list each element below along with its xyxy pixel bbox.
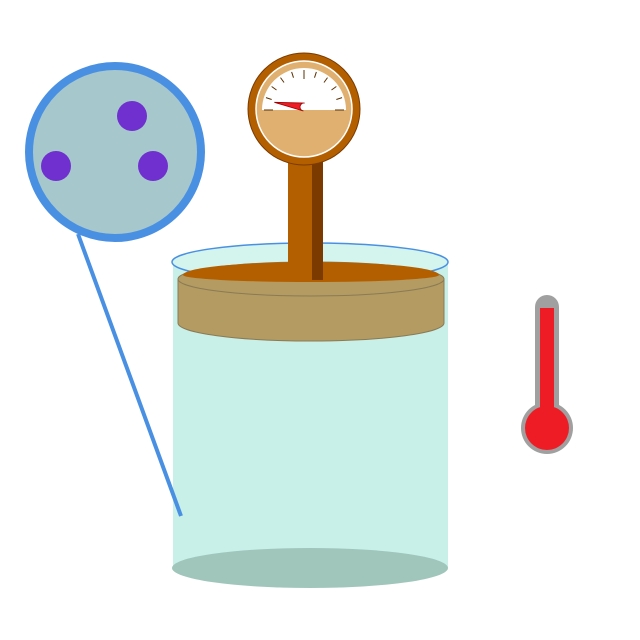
gauge-tick [323,77,328,83]
thermometer-bulb [525,406,569,450]
gauge-tick [331,86,337,91]
gas-particle [117,101,147,131]
piston-side [177,278,445,342]
pressure-gauge [247,52,361,166]
gauge-tick [291,71,294,78]
rod-shade [312,150,323,280]
thermometer [521,295,573,454]
piston-rod [288,150,323,280]
container-bottom-shadow [172,548,448,588]
gas-particle [138,151,168,181]
gauge-tick [336,97,343,100]
gauge-ticks [264,70,344,111]
gas-particle [41,151,71,181]
gauge-tick [265,97,272,100]
gauge-tick [280,77,285,83]
gauge-tick [314,71,317,78]
thermometer-liquid [540,308,554,426]
zoom-pointer-line [76,233,183,517]
gauge-dial-window [262,68,346,110]
gauge-needle [274,101,305,112]
zoom-callout [25,62,205,517]
zoom-circle [25,62,205,242]
gauge-tick [271,86,277,91]
rod-front [288,150,312,280]
